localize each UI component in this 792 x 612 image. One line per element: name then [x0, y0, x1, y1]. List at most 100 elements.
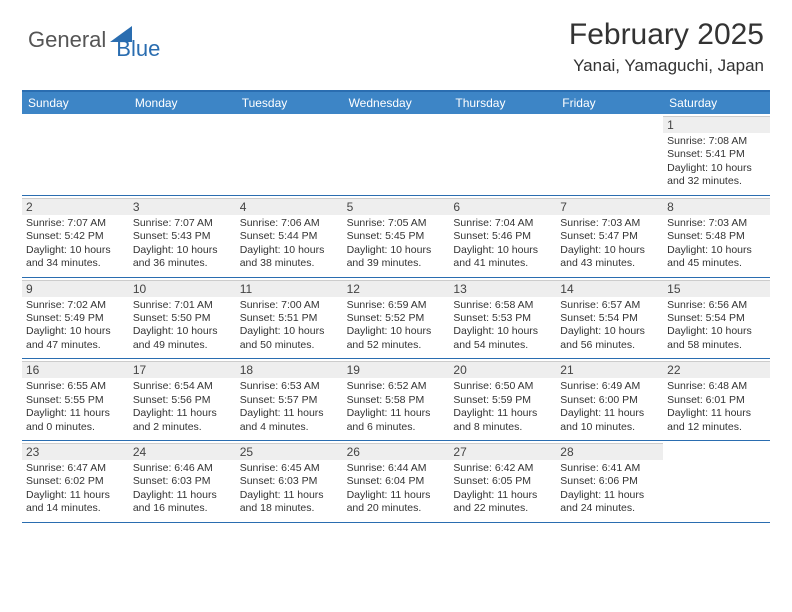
day-number: 5: [343, 198, 450, 215]
day-detail: Sunrise: 6:53 AMSunset: 5:57 PMDaylight:…: [240, 380, 339, 434]
day-number: 14: [556, 280, 663, 297]
day-cell: 1 Sunrise: 7:08 AMSunset: 5:41 PMDaylight…: [663, 114, 770, 195]
dayhead-fri: Friday: [556, 92, 663, 114]
day-number: 12: [343, 280, 450, 297]
day-cell: 27Sunrise: 6:42 AMSunset: 6:05 PMDayligh…: [449, 441, 556, 522]
week-row: 2 Sunrise: 7:07 AMSunset: 5:42 PMDaylight…: [22, 196, 770, 278]
day-number: 15: [663, 280, 770, 297]
day-detail: Sunrise: 7:08 AMSunset: 5:41 PMDaylight:…: [667, 135, 766, 189]
day-number: 28: [556, 443, 663, 460]
day-cell: 2 Sunrise: 7:07 AMSunset: 5:42 PMDaylight…: [22, 196, 129, 277]
day-detail: Sunrise: 6:59 AMSunset: 5:52 PMDaylight:…: [347, 299, 446, 353]
day-number: 1: [663, 116, 770, 133]
day-cell: 10Sunrise: 7:01 AMSunset: 5:50 PMDayligh…: [129, 278, 236, 359]
dayhead-sun: Sunday: [22, 92, 129, 114]
day-detail: Sunrise: 6:58 AMSunset: 5:53 PMDaylight:…: [453, 299, 552, 353]
dayhead-wed: Wednesday: [343, 92, 450, 114]
day-detail: Sunrise: 7:03 AMSunset: 5:47 PMDaylight:…: [560, 217, 659, 271]
day-cell: [129, 114, 236, 195]
dayhead-sat: Saturday: [663, 92, 770, 114]
day-number: 19: [343, 361, 450, 378]
day-cell: 24 Sunrise: 6:46 AMSunset: 6:03 PMDayligh…: [129, 441, 236, 522]
day-detail: Sunrise: 6:41 AMSunset: 6:06 PMDaylight:…: [560, 462, 659, 516]
day-cell: 22 Sunrise: 6:48 AMSunset: 6:01 PMDayligh…: [663, 359, 770, 440]
day-cell: [343, 114, 450, 195]
day-detail: Sunrise: 7:00 AMSunset: 5:51 PMDaylight:…: [240, 299, 339, 353]
day-cell: 28 Sunrise: 6:41 AMSunset: 6:06 PMDayligh…: [556, 441, 663, 522]
day-number: 24: [129, 443, 236, 460]
day-cell: [663, 441, 770, 522]
day-detail: Sunrise: 7:07 AMSunset: 5:42 PMDaylight:…: [26, 217, 125, 271]
header: General Blue February 2025 Yanai, Yamagu…: [0, 0, 792, 82]
day-number: 26: [343, 443, 450, 460]
day-cell: 3Sunrise: 7:07 AMSunset: 5:43 PMDaylight…: [129, 196, 236, 277]
day-cell: 21 Sunrise: 6:49 AMSunset: 6:00 PMDayligh…: [556, 359, 663, 440]
day-detail: Sunrise: 6:49 AMSunset: 6:00 PMDaylight:…: [560, 380, 659, 434]
week-row: 9 Sunrise: 7:02 AMSunset: 5:49 PMDaylight…: [22, 278, 770, 360]
day-number: 11: [236, 280, 343, 297]
title-block: February 2025 Yanai, Yamaguchi, Japan: [569, 18, 764, 76]
day-cell: 17 Sunrise: 6:54 AMSunset: 5:56 PMDayligh…: [129, 359, 236, 440]
day-detail: Sunrise: 7:05 AMSunset: 5:45 PMDaylight:…: [347, 217, 446, 271]
day-detail: Sunrise: 7:02 AMSunset: 5:49 PMDaylight:…: [26, 299, 125, 353]
day-detail: Sunrise: 7:04 AMSunset: 5:46 PMDaylight:…: [453, 217, 552, 271]
week-row: 23 Sunrise: 6:47 AMSunset: 6:02 PMDayligh…: [22, 441, 770, 523]
day-detail: Sunrise: 6:57 AMSunset: 5:54 PMDaylight:…: [560, 299, 659, 353]
day-number: 9: [22, 280, 129, 297]
day-number: 25: [236, 443, 343, 460]
day-cell: 6 Sunrise: 7:04 AMSunset: 5:46 PMDaylight…: [449, 196, 556, 277]
day-number: 17: [129, 361, 236, 378]
day-number: 23: [22, 443, 129, 460]
day-detail: Sunrise: 6:44 AMSunset: 6:04 PMDaylight:…: [347, 462, 446, 516]
day-detail: Sunrise: 6:56 AMSunset: 5:54 PMDaylight:…: [667, 299, 766, 353]
day-cell: 11 Sunrise: 7:00 AMSunset: 5:51 PMDayligh…: [236, 278, 343, 359]
day-detail: Sunrise: 7:03 AMSunset: 5:48 PMDaylight:…: [667, 217, 766, 271]
day-cell: 9 Sunrise: 7:02 AMSunset: 5:49 PMDaylight…: [22, 278, 129, 359]
day-detail: Sunrise: 6:46 AMSunset: 6:03 PMDaylight:…: [133, 462, 232, 516]
day-detail: Sunrise: 6:48 AMSunset: 6:01 PMDaylight:…: [667, 380, 766, 434]
day-number: 21: [556, 361, 663, 378]
logo: General Blue: [28, 18, 160, 62]
day-number: 10: [129, 280, 236, 297]
day-cell: 15 Sunrise: 6:56 AMSunset: 5:54 PMDayligh…: [663, 278, 770, 359]
month-title: February 2025: [569, 18, 764, 52]
logo-text-blue: Blue: [116, 36, 160, 62]
dayhead-mon: Monday: [129, 92, 236, 114]
day-cell: [236, 114, 343, 195]
day-cell: 18Sunrise: 6:53 AMSunset: 5:57 PMDayligh…: [236, 359, 343, 440]
day-cell: 4Sunrise: 7:06 AMSunset: 5:44 PMDaylight…: [236, 196, 343, 277]
day-cell: 23 Sunrise: 6:47 AMSunset: 6:02 PMDayligh…: [22, 441, 129, 522]
logo-text-general: General: [28, 27, 106, 53]
day-number: 8: [663, 198, 770, 215]
day-cell: 13 Sunrise: 6:58 AMSunset: 5:53 PMDayligh…: [449, 278, 556, 359]
day-detail: Sunrise: 6:47 AMSunset: 6:02 PMDaylight:…: [26, 462, 125, 516]
day-number: 22: [663, 361, 770, 378]
day-cell: 7 Sunrise: 7:03 AMSunset: 5:47 PMDaylight…: [556, 196, 663, 277]
dayhead-tue: Tuesday: [236, 92, 343, 114]
day-header-row: Sunday Monday Tuesday Wednesday Thursday…: [22, 92, 770, 114]
day-cell: [449, 114, 556, 195]
dayhead-thu: Thursday: [449, 92, 556, 114]
day-detail: Sunrise: 6:42 AMSunset: 6:05 PMDaylight:…: [453, 462, 552, 516]
day-cell: 5 Sunrise: 7:05 AMSunset: 5:45 PMDaylight…: [343, 196, 450, 277]
calendar: Sunday Monday Tuesday Wednesday Thursday…: [22, 90, 770, 523]
day-number: 3: [129, 198, 236, 215]
day-number: 2: [22, 198, 129, 215]
day-cell: 19Sunrise: 6:52 AMSunset: 5:58 PMDayligh…: [343, 359, 450, 440]
day-detail: Sunrise: 6:50 AMSunset: 5:59 PMDaylight:…: [453, 380, 552, 434]
day-cell: [22, 114, 129, 195]
day-number: 13: [449, 280, 556, 297]
day-cell: 8 Sunrise: 7:03 AMSunset: 5:48 PMDaylight…: [663, 196, 770, 277]
day-cell: 14 Sunrise: 6:57 AMSunset: 5:54 PMDayligh…: [556, 278, 663, 359]
day-cell: 12 Sunrise: 6:59 AMSunset: 5:52 PMDayligh…: [343, 278, 450, 359]
weeks-container: 1 Sunrise: 7:08 AMSunset: 5:41 PMDaylight…: [22, 114, 770, 523]
day-number: 7: [556, 198, 663, 215]
day-number: 6: [449, 198, 556, 215]
day-cell: 20Sunrise: 6:50 AMSunset: 5:59 PMDayligh…: [449, 359, 556, 440]
day-detail: Sunrise: 7:06 AMSunset: 5:44 PMDaylight:…: [240, 217, 339, 271]
location: Yanai, Yamaguchi, Japan: [569, 56, 764, 76]
week-row: 1 Sunrise: 7:08 AMSunset: 5:41 PMDaylight…: [22, 114, 770, 196]
day-detail: Sunrise: 6:54 AMSunset: 5:56 PMDaylight:…: [133, 380, 232, 434]
week-row: 16Sunrise: 6:55 AMSunset: 5:55 PMDayligh…: [22, 359, 770, 441]
day-cell: 26 Sunrise: 6:44 AMSunset: 6:04 PMDayligh…: [343, 441, 450, 522]
